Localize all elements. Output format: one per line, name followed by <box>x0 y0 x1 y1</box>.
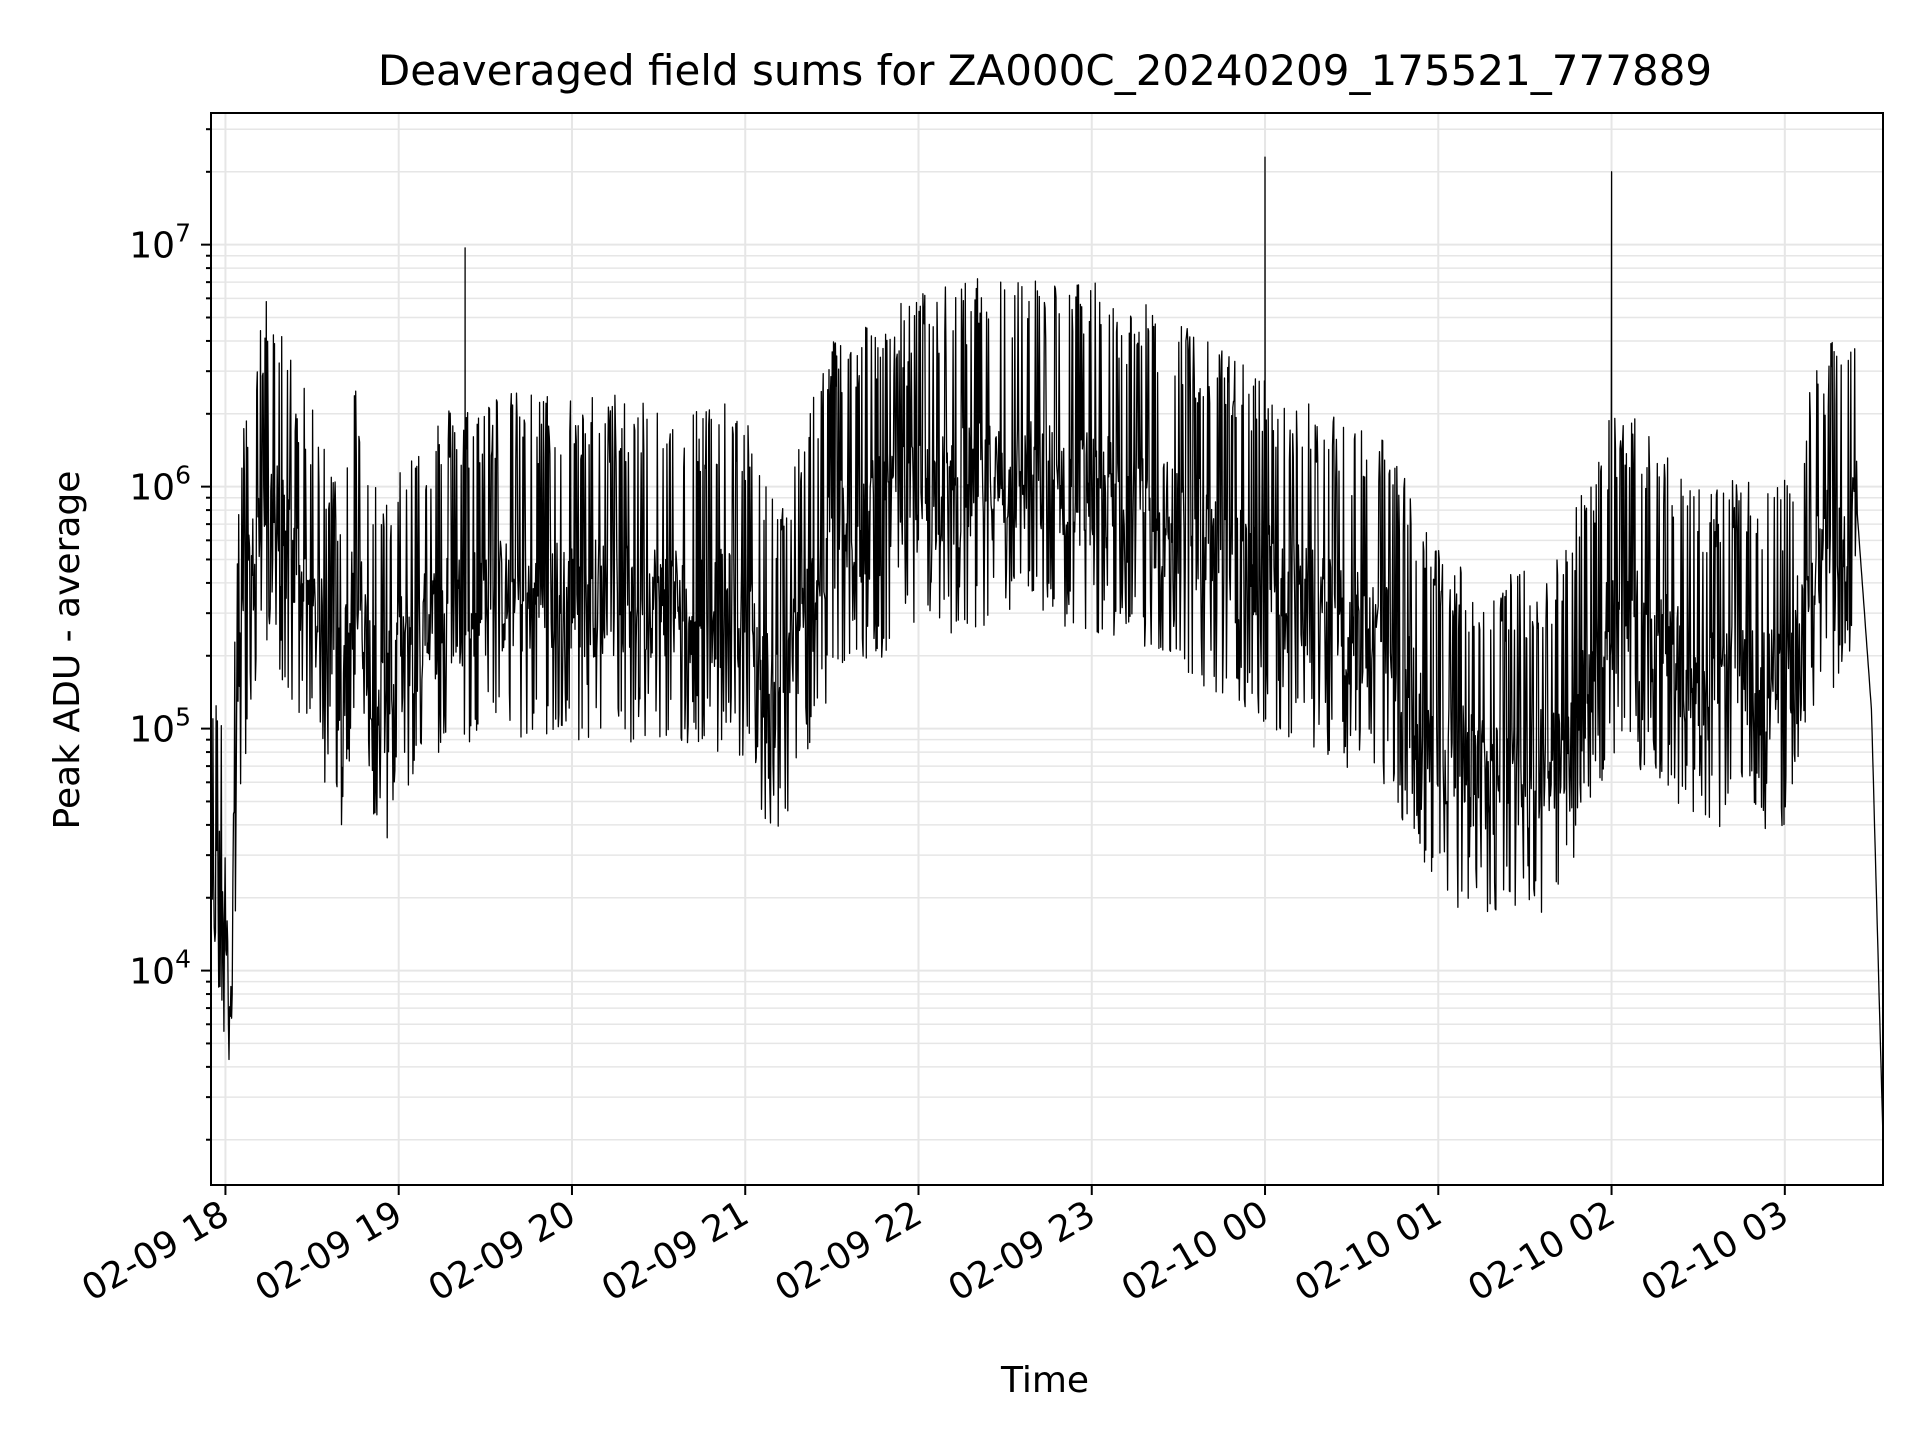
y-tick-exponent: 7 <box>175 219 191 248</box>
y-tick-base: 10 <box>129 952 175 993</box>
axes-frame <box>210 112 1884 1186</box>
y-tick-base: 10 <box>129 468 175 509</box>
y-tick-exponent: 4 <box>175 945 191 974</box>
y-tick-label: 107 <box>129 219 191 267</box>
y-axis-label: Peak ADU - average <box>47 471 88 830</box>
series-line <box>210 156 1884 1140</box>
y-tick-label: 105 <box>129 703 191 751</box>
y-tick-base: 10 <box>129 226 175 267</box>
chart-title: Deaveraged field sums for ZA000C_2024020… <box>378 46 1712 95</box>
y-tick-exponent: 6 <box>175 461 191 490</box>
y-tick-exponent: 5 <box>175 703 191 732</box>
y-tick-base: 10 <box>129 710 175 751</box>
y-tick-label: 104 <box>129 945 191 993</box>
x-axis-label: Time <box>1000 1360 1089 1401</box>
plot-area <box>210 156 1884 1140</box>
y-tick-label: 106 <box>129 461 191 509</box>
